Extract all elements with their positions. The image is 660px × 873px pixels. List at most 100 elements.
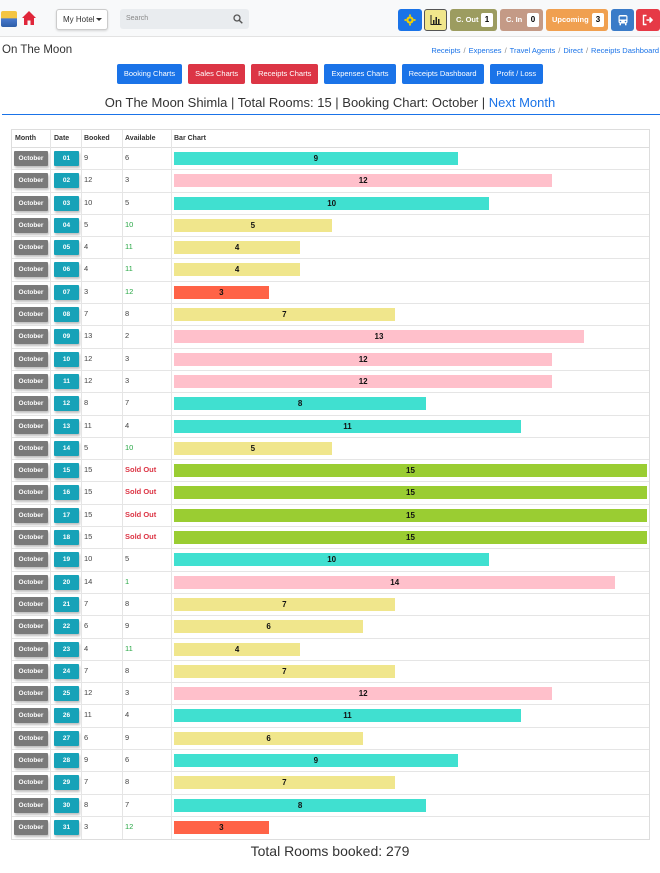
profit-loss-button[interactable]: Profit / Loss (489, 64, 544, 84)
search-icon[interactable] (233, 14, 243, 24)
booking-bar: 12 (174, 352, 553, 366)
month-badge[interactable]: October (14, 307, 48, 323)
month-badge[interactable]: October (14, 663, 48, 679)
upcoming-button[interactable]: Upcoming 3 (546, 9, 608, 31)
month-badge[interactable]: October (14, 240, 48, 256)
checkin-button[interactable]: C. In 0 (500, 9, 543, 31)
booking-bar: 13 (174, 330, 584, 344)
booking-bar: 8 (174, 798, 427, 812)
month-badge[interactable]: October (14, 819, 48, 835)
month-badge[interactable]: October (14, 396, 48, 412)
available-count: 7 (125, 799, 130, 809)
month-badge[interactable]: October (14, 797, 48, 813)
available-count: 3 (125, 353, 130, 363)
month-badge[interactable]: October (14, 730, 48, 746)
month-badge[interactable]: October (14, 351, 48, 367)
date-badge[interactable]: 19 (54, 552, 79, 568)
month-badge[interactable]: October (14, 485, 48, 501)
month-badge[interactable]: October (14, 262, 48, 278)
month-badge[interactable]: October (14, 552, 48, 568)
date-badge[interactable]: 13 (54, 418, 79, 434)
expenses-charts-button[interactable]: Expenses Charts (324, 64, 396, 84)
date-badge[interactable]: 09 (54, 329, 79, 345)
month-badge[interactable]: October (14, 708, 48, 724)
month-badge[interactable]: October (14, 507, 48, 523)
app-logo-icon[interactable] (1, 11, 17, 27)
receipts-charts-button[interactable]: Receipts Charts (251, 64, 319, 84)
search-input[interactable]: Search (120, 9, 249, 29)
transport-button[interactable] (611, 9, 634, 31)
sales-charts-button[interactable]: Sales Charts (188, 64, 246, 84)
date-badge[interactable]: 27 (54, 730, 79, 746)
month-badge[interactable]: October (14, 619, 48, 635)
month-badge[interactable]: October (14, 373, 48, 389)
date-badge[interactable]: 22 (54, 619, 79, 635)
date-badge[interactable]: 12 (54, 396, 79, 412)
date-badge[interactable]: 24 (54, 663, 79, 679)
breadcrumb-travel-agents[interactable]: Travel Agents (509, 46, 556, 55)
date-badge[interactable]: 17 (54, 507, 79, 523)
month-badge[interactable]: October (14, 284, 48, 300)
date-badge[interactable]: 28 (54, 753, 79, 769)
table-row: October 15 15 Sold Out 15 (12, 460, 649, 483)
date-badge[interactable]: 18 (54, 530, 79, 546)
booked-count: 11 (84, 710, 92, 720)
receipts-dashboard-button[interactable]: Receipts Dashboard (401, 64, 484, 84)
hotel-select[interactable]: My Hotel (56, 9, 108, 30)
month-badge[interactable]: October (14, 217, 48, 233)
breadcrumb-expenses[interactable]: Expenses (468, 46, 502, 55)
month-badge[interactable]: October (14, 641, 48, 657)
date-badge[interactable]: 11 (54, 373, 79, 389)
available-count: 10 (125, 219, 134, 229)
date-badge[interactable]: 15 (54, 463, 79, 479)
date-badge[interactable]: 03 (54, 195, 79, 211)
month-badge[interactable]: October (14, 574, 48, 590)
next-month-link[interactable]: Next Month (488, 95, 556, 110)
date-badge[interactable]: 25 (54, 686, 79, 702)
date-badge[interactable]: 20 (54, 574, 79, 590)
date-badge[interactable]: 14 (54, 440, 79, 456)
breadcrumb-receipts-dashboard[interactable]: Receipts Dashboard (591, 46, 659, 55)
logout-button[interactable] (636, 9, 660, 31)
date-badge[interactable]: 26 (54, 708, 79, 724)
date-badge[interactable]: 29 (54, 775, 79, 791)
month-badge[interactable]: October (14, 440, 48, 456)
booking-table: Month Date Booked Available Bar Chart Oc… (11, 129, 650, 841)
available-count: 9 (125, 732, 130, 742)
month-badge[interactable]: October (14, 686, 48, 702)
date-badge[interactable]: 16 (54, 485, 79, 501)
settings-button[interactable] (398, 9, 422, 31)
month-badge[interactable]: October (14, 775, 48, 791)
date-badge[interactable]: 31 (54, 819, 79, 835)
date-badge[interactable]: 05 (54, 240, 79, 256)
checkout-button[interactable]: C. Out 1 (450, 9, 497, 31)
home-icon[interactable] (21, 10, 37, 26)
date-badge[interactable]: 08 (54, 307, 79, 323)
month-badge[interactable]: October (14, 418, 48, 434)
date-badge[interactable]: 23 (54, 641, 79, 657)
booking-charts-button[interactable]: Booking Charts (116, 64, 183, 84)
breadcrumb-receipts[interactable]: Receipts (431, 46, 461, 55)
date-badge[interactable]: 04 (54, 217, 79, 233)
date-badge[interactable]: 07 (54, 284, 79, 300)
charts-button[interactable] (424, 9, 447, 31)
date-badge[interactable]: 02 (54, 173, 79, 189)
table-row: October 21 7 8 7 (12, 594, 649, 617)
month-badge[interactable]: October (14, 329, 48, 345)
month-badge[interactable]: October (14, 530, 48, 546)
month-badge[interactable]: October (14, 151, 48, 166)
booked-count: 6 (84, 732, 89, 742)
table-row: October 26 11 4 11 (12, 705, 649, 728)
booked-count: 13 (84, 331, 93, 341)
date-badge[interactable]: 06 (54, 262, 79, 278)
breadcrumb-direct[interactable]: Direct (563, 46, 583, 55)
date-badge[interactable]: 01 (54, 151, 79, 166)
month-badge[interactable]: October (14, 463, 48, 479)
month-badge[interactable]: October (14, 195, 48, 211)
date-badge[interactable]: 10 (54, 351, 79, 367)
date-badge[interactable]: 30 (54, 797, 79, 813)
month-badge[interactable]: October (14, 753, 48, 769)
month-badge[interactable]: October (14, 173, 48, 189)
date-badge[interactable]: 21 (54, 596, 79, 612)
month-badge[interactable]: October (14, 596, 48, 612)
